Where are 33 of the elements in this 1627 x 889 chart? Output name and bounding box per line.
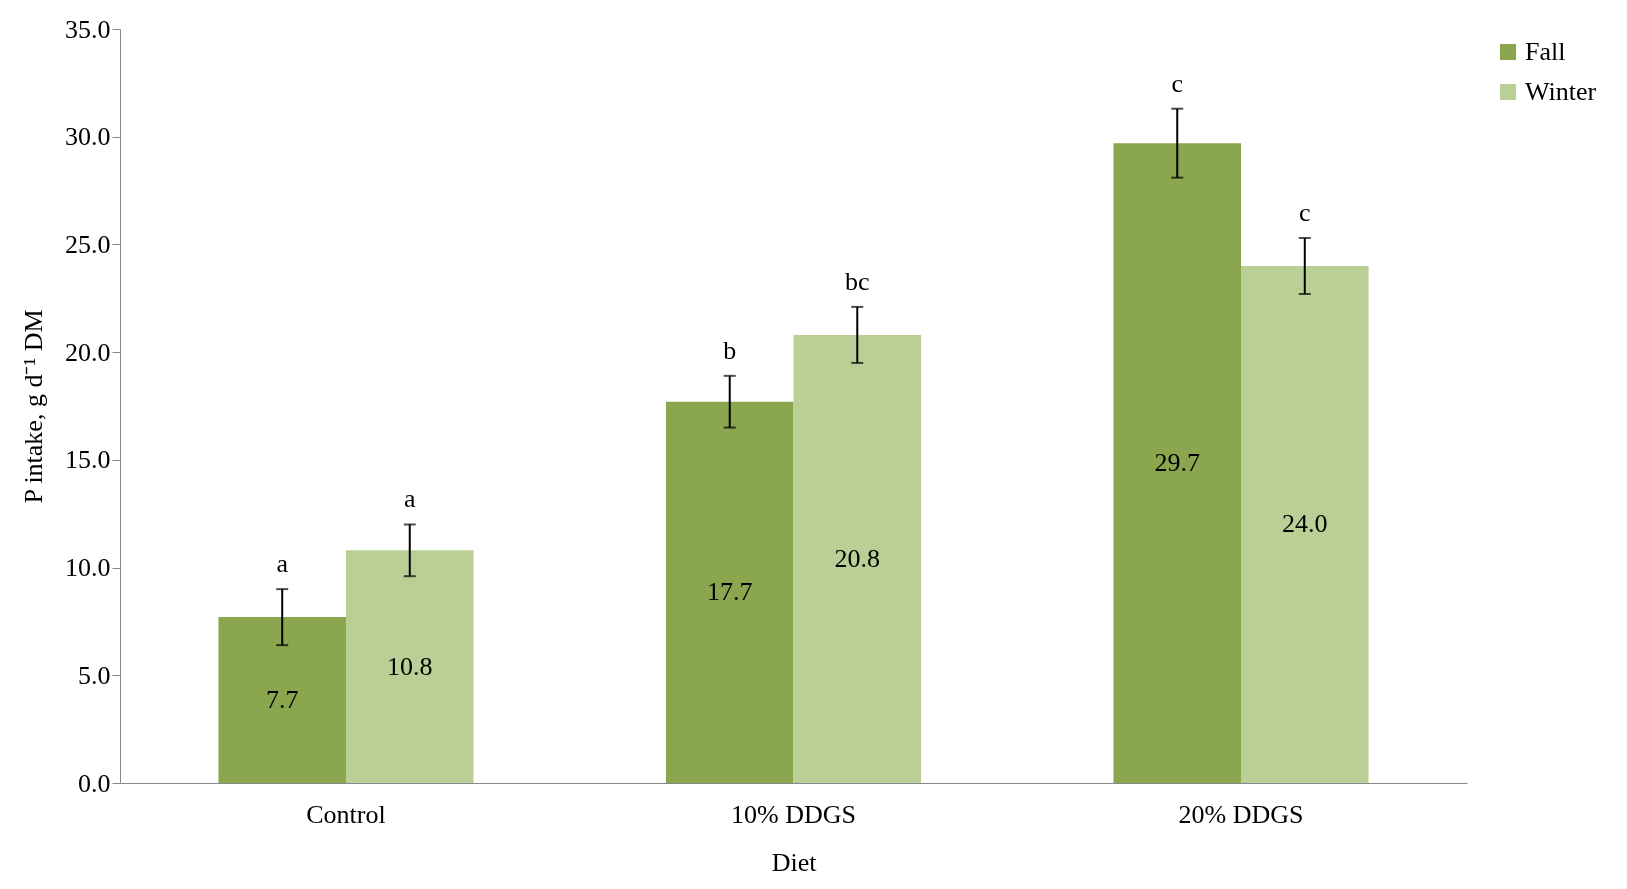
x-axis-title: Diet xyxy=(771,847,818,877)
x-tick-label: Control xyxy=(306,799,386,829)
data-label: 7.7 xyxy=(265,685,299,715)
data-label: 29.7 xyxy=(1154,448,1200,478)
bar xyxy=(1241,265,1369,783)
bar xyxy=(1113,143,1242,783)
y-tick-label: 10.0 xyxy=(65,553,111,583)
annotation: c xyxy=(1171,68,1184,98)
bar xyxy=(218,617,346,783)
y-tick-label: 25.0 xyxy=(65,229,111,259)
data-label: 20.8 xyxy=(834,543,881,573)
x-tick-label: 20% DDGS xyxy=(1178,799,1304,829)
data-label: 10.8 xyxy=(387,651,433,681)
annotation: c xyxy=(1299,197,1311,227)
annotation: a xyxy=(403,484,416,514)
x-tick-label: 10% DDGS xyxy=(731,799,856,829)
y-tick-label: 30.0 xyxy=(65,122,111,152)
y-tick-label: 35.0 xyxy=(65,14,111,44)
bar xyxy=(793,334,922,783)
bar xyxy=(665,401,794,783)
annotation: a xyxy=(276,549,289,579)
y-tick-label: 20.0 xyxy=(65,337,111,367)
y-axis-title: P intake, g d⁻¹ DM xyxy=(19,309,48,504)
legend-label: Fall xyxy=(1525,37,1566,66)
annotation: b xyxy=(723,335,737,365)
y-tick-label: 0.0 xyxy=(78,768,111,798)
bar xyxy=(345,550,474,783)
y-tick-label: 5.0 xyxy=(78,660,111,690)
data-label: 17.7 xyxy=(706,577,753,607)
data-label: 24.0 xyxy=(1282,509,1328,539)
y-tick-label: 15.0 xyxy=(65,445,111,475)
annotation: bc xyxy=(845,266,870,296)
legend-label: Winter xyxy=(1525,77,1597,106)
